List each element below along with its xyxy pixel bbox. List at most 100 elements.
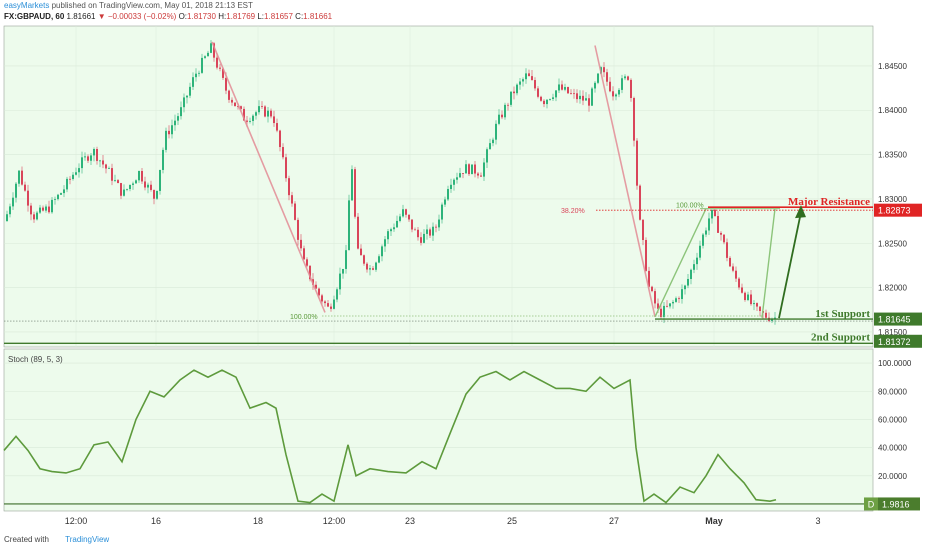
candle-body bbox=[51, 199, 53, 213]
stoch-value-label[interactable]: 1.9816 bbox=[882, 499, 910, 509]
projection-leg bbox=[761, 208, 776, 318]
time-tick-label[interactable]: 27 bbox=[609, 516, 619, 526]
candle-body bbox=[447, 189, 449, 200]
candle-body bbox=[714, 209, 716, 217]
time-tick-label[interactable]: 25 bbox=[507, 516, 517, 526]
candle-body bbox=[270, 110, 272, 117]
candle-body bbox=[711, 209, 713, 219]
time-tick-label[interactable]: 3 bbox=[815, 516, 820, 526]
price-tick-label[interactable]: 1.82500 bbox=[878, 239, 907, 248]
candle-body bbox=[486, 149, 488, 163]
candle-body bbox=[75, 172, 77, 175]
candle-body bbox=[666, 305, 668, 307]
projection-arrowhead bbox=[795, 205, 806, 219]
price-tag[interactable] bbox=[874, 203, 922, 217]
price-axis[interactable]: 1.84500 1.84000 1.83500 1.83000 1.82500 1.820… bbox=[874, 62, 922, 348]
candle-body bbox=[111, 168, 113, 181]
price-tick-label[interactable]: 1.83000 bbox=[878, 195, 907, 204]
stoch-marker[interactable] bbox=[864, 497, 878, 511]
time-tick-label[interactable]: 16 bbox=[151, 516, 161, 526]
candle-body bbox=[201, 57, 203, 73]
candle-body bbox=[729, 257, 731, 267]
stoch-tick-label[interactable]: 100.0000 bbox=[878, 359, 912, 368]
candle-body bbox=[669, 303, 671, 307]
price-tick-label[interactable]: 1.82000 bbox=[878, 284, 907, 293]
candle-body bbox=[588, 98, 590, 106]
candle-body bbox=[390, 229, 392, 232]
publisher-name[interactable]: easyMarkets bbox=[4, 1, 50, 10]
candle-body bbox=[621, 78, 623, 90]
tradingview-logo[interactable]: TradingView bbox=[65, 535, 110, 544]
candle-body bbox=[648, 270, 650, 287]
price-tag[interactable] bbox=[874, 334, 922, 348]
candle-body bbox=[594, 82, 596, 89]
candle-body bbox=[774, 317, 776, 319]
candle-body bbox=[87, 156, 89, 161]
price-pane[interactable] bbox=[3, 25, 874, 348]
symbol-label[interactable]: FX:GBPAUD, 60 bbox=[4, 12, 65, 21]
time-tick-label[interactable]: 12:00 bbox=[65, 516, 88, 526]
candle-body bbox=[375, 262, 377, 270]
swing-down-arrow-1 bbox=[211, 41, 326, 313]
stoch-tick-label[interactable]: 80.0000 bbox=[878, 387, 907, 396]
candle-body bbox=[360, 248, 362, 256]
time-tick-label[interactable]: 18 bbox=[253, 516, 263, 526]
price-tag[interactable] bbox=[874, 312, 922, 326]
close-label: C: bbox=[295, 12, 304, 21]
candle-body bbox=[519, 81, 521, 85]
price-tick-label[interactable]: 1.84000 bbox=[878, 106, 907, 115]
candle-body bbox=[771, 318, 773, 321]
time-tick-label[interactable]: 23 bbox=[405, 516, 415, 526]
price-tag-label[interactable]: 1.82873 bbox=[878, 206, 911, 216]
price-tick-label[interactable]: 1.81500 bbox=[878, 328, 907, 337]
candle-body bbox=[6, 214, 8, 222]
candle-body bbox=[609, 81, 611, 92]
price-tag-label[interactable]: 1.81645 bbox=[878, 315, 911, 325]
stoch-tick-label[interactable]: 20.0000 bbox=[878, 472, 907, 481]
candle-body bbox=[552, 97, 554, 99]
stoch-marker-label[interactable]: D bbox=[868, 499, 875, 509]
candle-body bbox=[384, 239, 386, 247]
price-tick-label[interactable]: 1.83500 bbox=[878, 151, 907, 160]
candle-body bbox=[168, 130, 170, 135]
candle-body bbox=[483, 162, 485, 177]
candle-body bbox=[597, 73, 599, 83]
candle-body bbox=[726, 242, 728, 258]
stoch-value-tag[interactable] bbox=[878, 497, 920, 511]
candle-body bbox=[636, 140, 638, 186]
candle-body bbox=[549, 98, 551, 100]
time-tick-label[interactable]: May bbox=[705, 516, 723, 526]
candle-body bbox=[30, 205, 32, 215]
candle-body bbox=[663, 305, 665, 317]
candle-body bbox=[507, 104, 509, 106]
time-axis[interactable]: 12:00 16 18 12:00 23 25 27 May 3 bbox=[65, 516, 821, 526]
candle-body bbox=[759, 306, 761, 312]
candle-body bbox=[402, 209, 404, 217]
stoch-tick-label[interactable]: 60.0000 bbox=[878, 415, 907, 424]
swing-down-arrow-2 bbox=[594, 45, 656, 318]
candle-body bbox=[528, 73, 530, 77]
price-grid bbox=[4, 26, 873, 347]
candle-body bbox=[348, 200, 350, 251]
candle-body bbox=[441, 204, 443, 220]
candle-body bbox=[321, 295, 323, 302]
stoch-pane[interactable] bbox=[3, 348, 874, 512]
stoch-title[interactable]: Stoch (89, 5, 3) bbox=[8, 355, 63, 364]
time-tick-label[interactable]: 12:00 bbox=[323, 516, 346, 526]
price-tick-label[interactable]: 1.84500 bbox=[878, 62, 907, 71]
candle-body bbox=[585, 98, 587, 101]
stoch-tick-label[interactable]: 40.0000 bbox=[878, 444, 907, 453]
stochastic-oscillator: D bbox=[3, 362, 878, 511]
candle-body bbox=[630, 79, 632, 99]
price-tag-label[interactable]: 1.81372 bbox=[878, 337, 911, 347]
candle-body bbox=[225, 77, 227, 91]
candle-body bbox=[255, 112, 257, 116]
price-change: ▼ −0.00033 (−0.02%) bbox=[97, 12, 177, 21]
candle-body bbox=[258, 106, 260, 113]
candle-body bbox=[192, 77, 194, 87]
stoch-axis[interactable]: 100.0000 80.0000 60.0000 40.0000 20.0000 1.98… bbox=[878, 359, 920, 511]
candle-body bbox=[525, 73, 527, 80]
candle-body bbox=[639, 185, 641, 220]
candle-body bbox=[93, 149, 95, 156]
